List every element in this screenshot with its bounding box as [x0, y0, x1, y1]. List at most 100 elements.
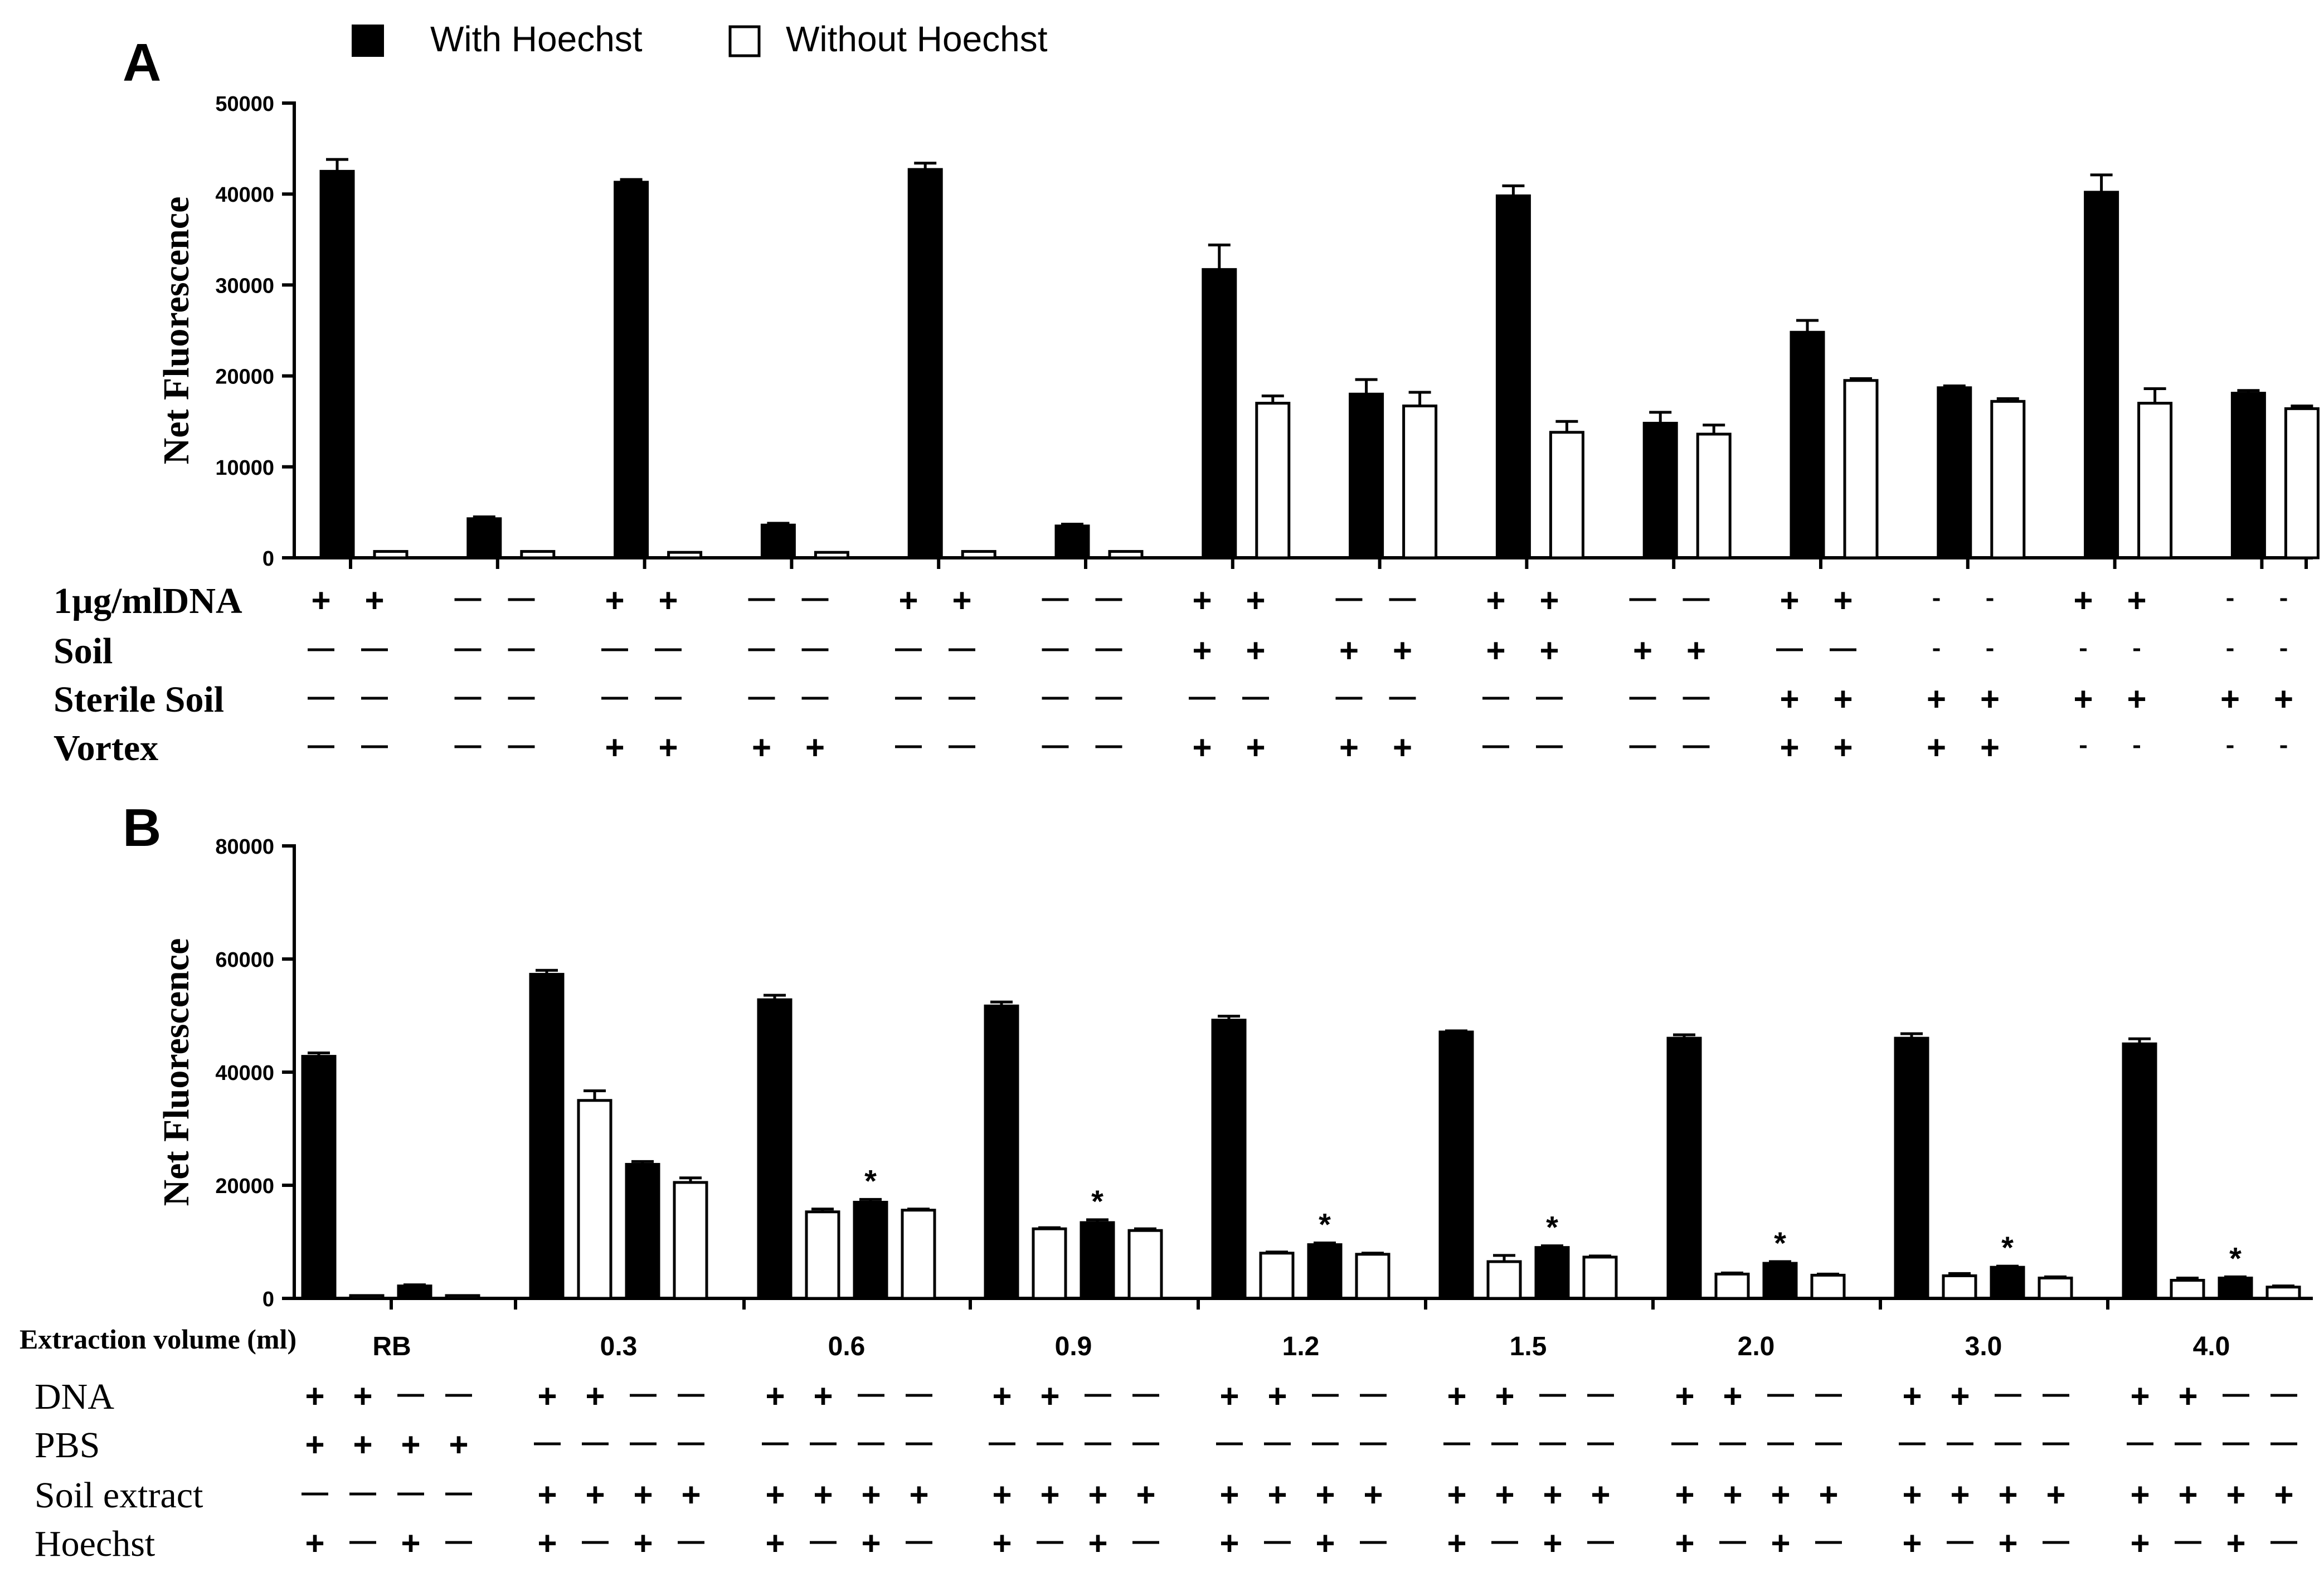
condition-cell-b: + — [305, 1378, 324, 1415]
bar-without-hoechst-b — [673, 1181, 708, 1300]
condition-cell-b: + — [449, 1426, 468, 1463]
bar-with-hoechst-b — [2218, 1276, 2253, 1300]
condition-cell-b: + — [1998, 1525, 2017, 1562]
legend: With Hoechst Without Hoechst — [352, 19, 1048, 59]
condition-cell-b: + — [1902, 1476, 1922, 1513]
category-label-b: 1.2 — [1282, 1332, 1320, 1361]
condition-cell-b: + — [633, 1525, 653, 1562]
bar-with-hoechst-b — [1990, 1266, 2025, 1300]
condition-cell-b: + — [1543, 1476, 1562, 1513]
bar-without-hoechst-b — [1942, 1274, 1977, 1300]
bar-with-hoechst-b — [1211, 1019, 1247, 1300]
panel-label-a: A — [123, 33, 161, 93]
y-axis-title-a: Net Fluorescence — [156, 197, 197, 465]
bar-without-hoechst-b — [1127, 1229, 1163, 1300]
condition-cell-b: + — [1447, 1378, 1466, 1415]
bar-with-hoechst-a — [614, 181, 649, 559]
condition-row-label-b: PBS — [35, 1425, 100, 1466]
x-axis-title-b: Extraction volume (ml) — [20, 1323, 296, 1355]
condition-cell-a: + — [1980, 680, 2000, 718]
condition-cell-b: + — [1219, 1378, 1239, 1415]
y-tick-label-a: 40000 — [215, 183, 274, 207]
condition-cell-b: + — [765, 1378, 785, 1415]
condition-row-label-b: Soil extract — [35, 1475, 203, 1516]
condition-cell-a: + — [1980, 729, 2000, 766]
category-label-b: 4.0 — [2193, 1332, 2230, 1361]
condition-cell-b: + — [1219, 1525, 1239, 1562]
condition-cell-b: + — [861, 1525, 881, 1562]
condition-cell-b: + — [1363, 1476, 1383, 1513]
panel-b: B 0 20000 40000 60000 80000 Net Fluorescence RB… — [20, 798, 2313, 1564]
condition-cell-b: + — [537, 1525, 557, 1562]
bar-without-hoechst-a — [373, 550, 409, 559]
condition-cell-b: + — [2130, 1525, 2150, 1562]
condition-cell-b: + — [1267, 1476, 1287, 1513]
condition-cell-a: + — [1486, 582, 1505, 619]
significance-star: * — [1319, 1207, 1331, 1242]
condition-cell-a: + — [898, 582, 918, 619]
bar-without-hoechst-a — [1402, 404, 1438, 559]
y-tick-label-b: 60000 — [215, 948, 274, 972]
bar-with-hoechst-b — [1762, 1262, 1798, 1300]
condition-cell-a: + — [1192, 582, 1212, 619]
condition-cell-a: + — [1246, 632, 1265, 669]
category-label-b: 0.6 — [828, 1332, 866, 1361]
legend-swatch-with-hoechst — [352, 25, 384, 57]
condition-cell-b: + — [1675, 1525, 1694, 1562]
bar-with-hoechst-a — [466, 517, 502, 559]
condition-cell-b: + — [1723, 1476, 1742, 1513]
bar-with-hoechst-a — [1937, 386, 1972, 559]
condition-cell-b: + — [813, 1378, 833, 1415]
condition-cell-b: + — [353, 1378, 372, 1415]
condition-cell-a: + — [1633, 632, 1652, 669]
condition-cell-b: + — [353, 1426, 372, 1463]
condition-cell-b: + — [1819, 1476, 1838, 1513]
bar-without-hoechst-b — [445, 1294, 480, 1300]
condition-cell-a: + — [2127, 582, 2146, 619]
bar-without-hoechst-b — [1810, 1273, 1846, 1300]
y-tick-label-b: 80000 — [215, 835, 274, 859]
condition-cell-b: + — [2130, 1476, 2150, 1513]
y-tick-label-a: 30000 — [215, 274, 274, 298]
bar-with-hoechst-a — [1202, 268, 1237, 559]
bar-with-hoechst-a — [1054, 524, 1090, 559]
condition-cell-b: + — [992, 1378, 1012, 1415]
bar-without-hoechst-b — [1486, 1260, 1522, 1300]
significance-star: * — [864, 1163, 877, 1198]
significance-star: * — [1774, 1225, 1786, 1260]
bar-without-hoechst-a — [814, 551, 849, 559]
condition-cell-a: + — [752, 729, 771, 766]
category-label-b: 0.3 — [600, 1332, 638, 1361]
condition-cell-a: + — [1192, 729, 1212, 766]
bar-with-hoechst-b — [1666, 1036, 1702, 1300]
condition-cell-a: + — [1246, 729, 1265, 766]
category-label-b: 2.0 — [1738, 1332, 1775, 1361]
condition-cell-b: + — [1447, 1476, 1466, 1513]
significance-star: * — [2001, 1230, 2014, 1265]
condition-cell-b: + — [2178, 1378, 2197, 1415]
bar-without-hoechst-a — [1843, 379, 1879, 559]
condition-cell-a: + — [2274, 680, 2293, 718]
bar-without-hoechst-a — [2284, 407, 2320, 559]
condition-cell-b: + — [1040, 1378, 1059, 1415]
condition-cell-b: + — [861, 1476, 881, 1513]
significance-star: * — [1091, 1184, 1103, 1219]
condition-cell-a: + — [1780, 680, 1799, 718]
condition-cell-b: + — [1088, 1525, 1107, 1562]
condition-cell-b: + — [2130, 1378, 2150, 1415]
condition-cell-b: + — [305, 1525, 324, 1562]
condition-cell-a: + — [2220, 680, 2240, 718]
bar-with-hoechst-a — [760, 523, 796, 559]
condition-cell-a: + — [364, 582, 384, 619]
condition-row-label-b: DNA — [35, 1376, 114, 1417]
bar-with-hoechst-b — [757, 998, 793, 1300]
category-label-b: 0.9 — [1055, 1332, 1092, 1361]
condition-cell-a: + — [2127, 680, 2146, 718]
condition-cell-b: + — [2274, 1476, 2293, 1513]
bar-with-hoechst-b — [625, 1162, 660, 1300]
condition-cell-a: + — [2073, 582, 2093, 619]
condition-cell-b: + — [1315, 1476, 1335, 1513]
condition-cell-b: + — [2226, 1525, 2245, 1562]
bar-with-hoechst-a — [319, 169, 355, 559]
condition-cell-b: + — [1495, 1378, 1514, 1415]
